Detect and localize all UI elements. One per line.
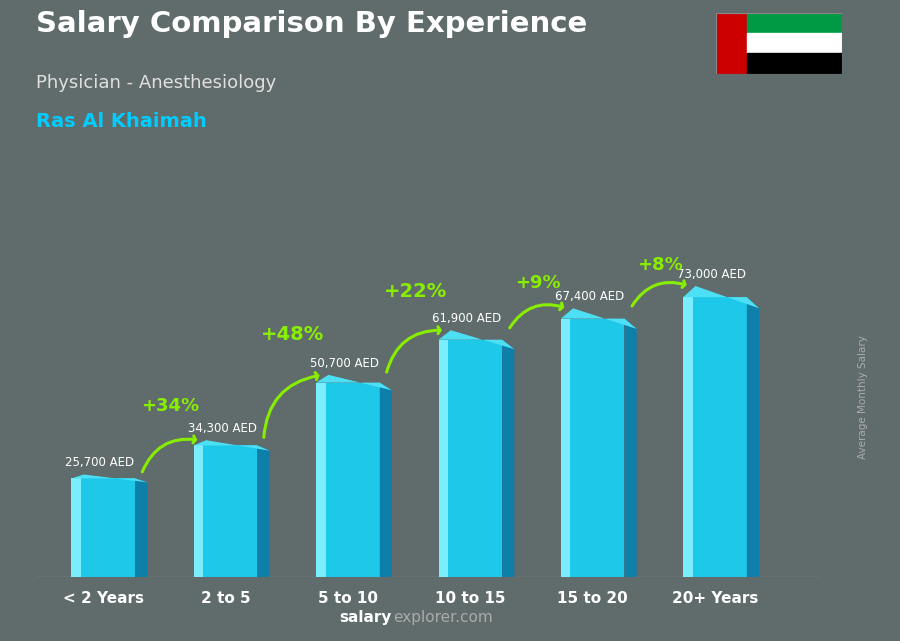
Polygon shape <box>380 383 392 577</box>
Polygon shape <box>502 340 515 577</box>
Polygon shape <box>71 478 81 577</box>
Polygon shape <box>683 286 759 308</box>
Text: 61,900 AED: 61,900 AED <box>432 312 501 325</box>
Polygon shape <box>316 383 326 577</box>
Text: +48%: +48% <box>261 325 325 344</box>
Text: Ras Al Khaimah: Ras Al Khaimah <box>36 112 207 131</box>
Polygon shape <box>257 445 270 577</box>
Polygon shape <box>561 319 571 577</box>
Polygon shape <box>194 440 270 451</box>
Text: 50,700 AED: 50,700 AED <box>310 356 379 370</box>
Text: Salary Comparison By Experience: Salary Comparison By Experience <box>36 10 587 38</box>
Polygon shape <box>448 340 502 577</box>
Bar <box>747 13 842 33</box>
Polygon shape <box>203 445 257 577</box>
Polygon shape <box>693 297 747 577</box>
Polygon shape <box>561 308 636 329</box>
Text: +22%: +22% <box>383 283 447 301</box>
Text: +8%: +8% <box>637 256 683 274</box>
Text: 25,700 AED: 25,700 AED <box>66 456 134 469</box>
Text: +34%: +34% <box>141 397 200 415</box>
Text: +9%: +9% <box>515 274 561 292</box>
Polygon shape <box>683 297 693 577</box>
Polygon shape <box>625 319 636 577</box>
Text: 67,400 AED: 67,400 AED <box>554 290 624 303</box>
Bar <box>747 53 842 74</box>
Polygon shape <box>71 474 148 483</box>
Polygon shape <box>81 478 135 577</box>
Polygon shape <box>747 297 759 577</box>
Bar <box>716 13 747 74</box>
Text: 34,300 AED: 34,300 AED <box>188 422 256 435</box>
Bar <box>747 33 842 53</box>
Text: Average Monthly Salary: Average Monthly Salary <box>859 335 868 460</box>
Text: salary: salary <box>339 610 392 625</box>
Polygon shape <box>438 340 448 577</box>
Text: 73,000 AED: 73,000 AED <box>677 268 746 281</box>
Text: explorer.com: explorer.com <box>393 610 493 625</box>
Polygon shape <box>438 330 515 349</box>
Polygon shape <box>571 319 625 577</box>
Polygon shape <box>326 383 380 577</box>
Polygon shape <box>194 445 203 577</box>
Polygon shape <box>316 375 392 390</box>
Text: Physician - Anesthesiology: Physician - Anesthesiology <box>36 74 276 92</box>
Polygon shape <box>135 478 148 577</box>
